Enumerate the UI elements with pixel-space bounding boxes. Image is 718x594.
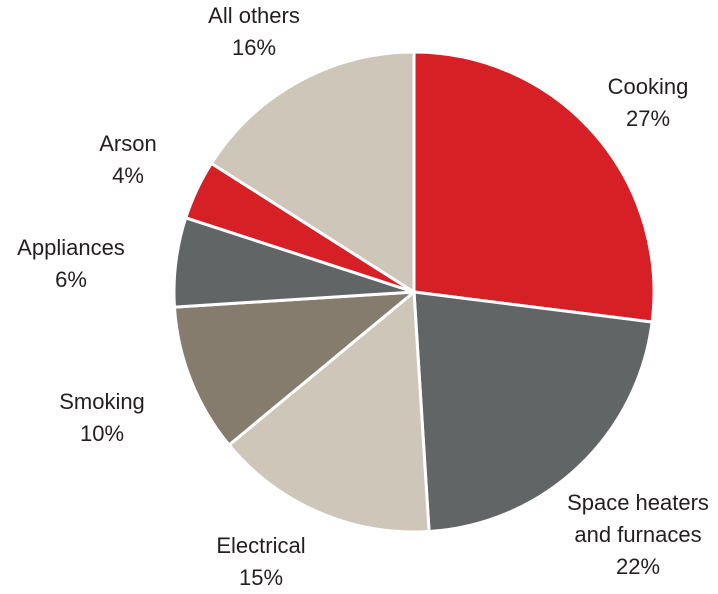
pie-label-percent-appliances: 6% <box>55 267 87 292</box>
pie-label-name-smoking: Smoking <box>59 389 145 414</box>
pie-slice-cooking <box>412 50 656 324</box>
pie-label-name-arson: Arson <box>99 131 156 156</box>
pie-label-arson: Arson 4% <box>99 131 156 188</box>
pie-label-space-heaters: Space heaters and furnaces 22% <box>567 490 709 579</box>
pie-label-percent-arson: 4% <box>112 163 144 188</box>
pie-slice-all-others <box>209 50 416 294</box>
pie-slice-space-heaters <box>412 290 654 534</box>
pie-labels: Cooking 27% Space heaters and furnaces 22% El… <box>17 3 709 590</box>
pie-slice-electrical <box>227 290 431 534</box>
pie-slice-smoking <box>172 290 416 447</box>
pie-label-name-space-heaters: and furnaces <box>574 522 701 547</box>
pie-label-electrical: Electrical 15% <box>216 533 305 590</box>
pie-label-percent-cooking: 27% <box>626 106 670 131</box>
pie-label-name-space-heaters: Space heaters <box>567 490 709 515</box>
pie-label-percent-electrical: 15% <box>239 565 283 590</box>
pie-label-percent-all-others: 16% <box>232 35 276 60</box>
pie-label-smoking: Smoking 10% <box>59 389 145 446</box>
pie-label-name-electrical: Electrical <box>216 533 305 558</box>
pie-label-all-others: All others 16% <box>208 3 300 60</box>
pie-label-percent-smoking: 10% <box>80 421 124 446</box>
pie-label-percent-space-heaters: 22% <box>616 554 660 579</box>
pie-label-name-cooking: Cooking <box>608 74 689 99</box>
pie-slices <box>172 50 656 534</box>
pie-label-name-appliances: Appliances <box>17 235 125 260</box>
pie-label-cooking: Cooking 27% <box>608 74 689 131</box>
pie-label-name-all-others: All others <box>208 3 300 28</box>
pie-label-appliances: Appliances 6% <box>17 235 125 292</box>
